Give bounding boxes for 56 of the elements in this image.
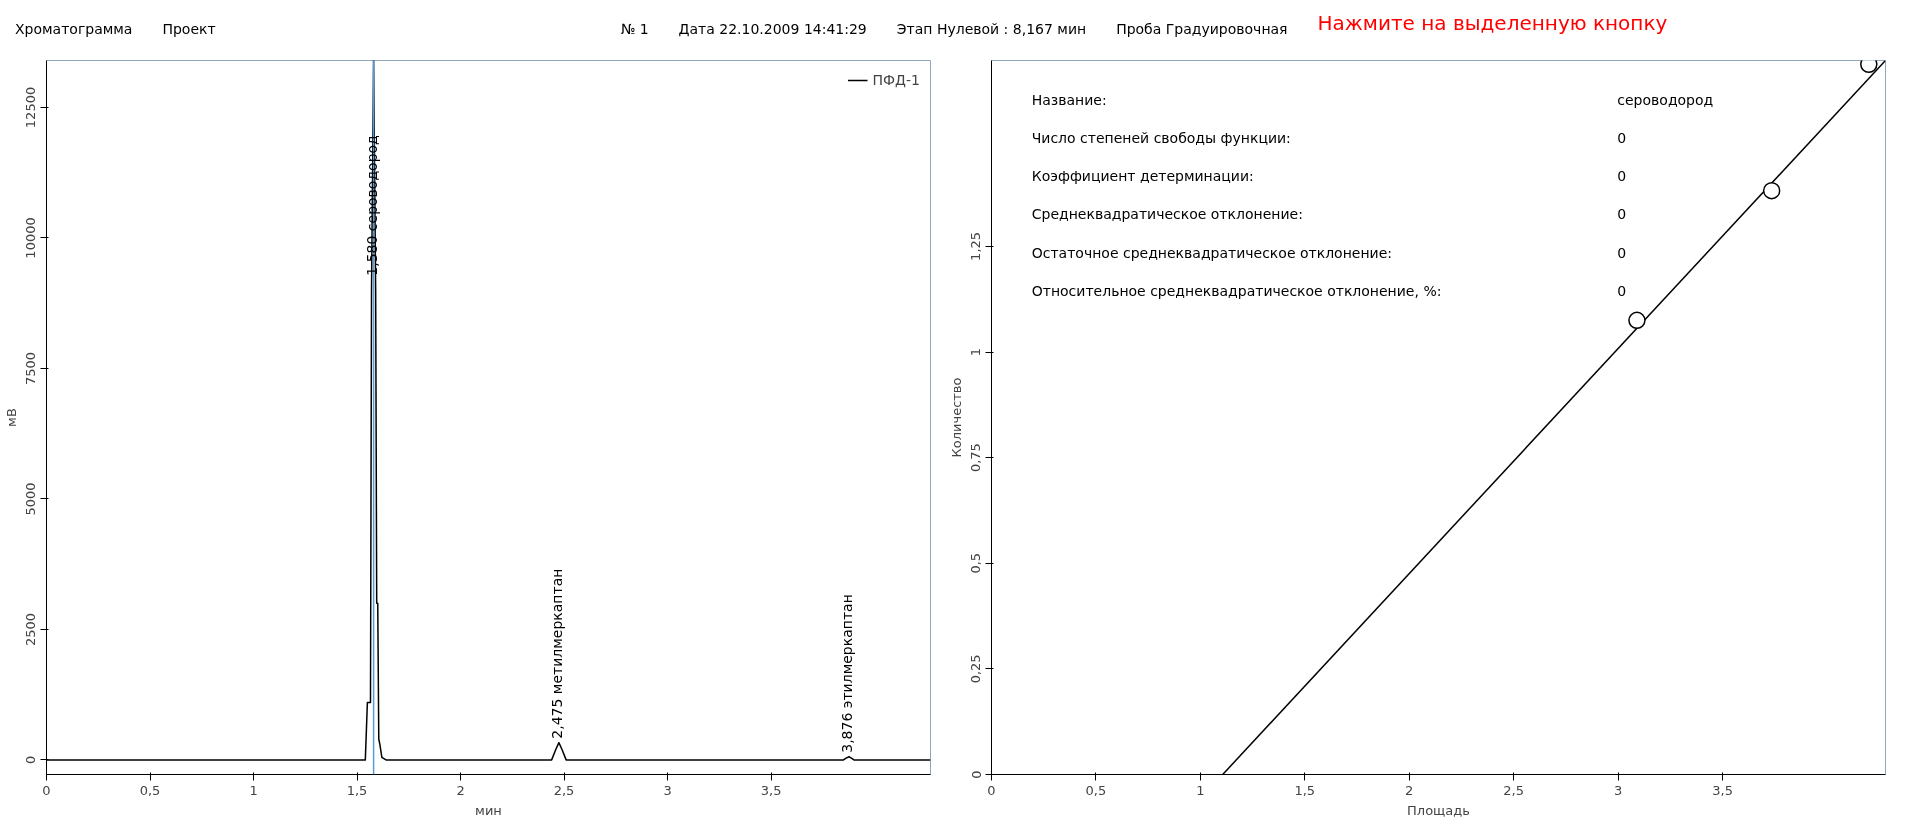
- y-axis-title: Количество: [948, 377, 964, 458]
- x-tick-label: 0: [987, 782, 996, 798]
- annotation: Остаточное среднеквадратическое отклонение:: [1031, 244, 1392, 261]
- text: № 1: [620, 20, 649, 39]
- annotation: 2,475 метилмеркаптан: [548, 568, 565, 739]
- y-axis-title: мВ: [3, 408, 19, 427]
- text: Дата 22.10.2009 14:41:29: [678, 20, 867, 39]
- x-tick-label: 0: [42, 782, 51, 798]
- annotation: 0: [1617, 282, 1627, 299]
- y-tick-label: 1,25: [968, 231, 984, 261]
- y-tick-label: 0: [968, 770, 984, 779]
- x-tick-label: 3,5: [760, 782, 782, 798]
- text: Проба Градуировочная: [1116, 20, 1288, 39]
- text: Проект: [162, 20, 216, 39]
- x-tick-label: 2: [456, 782, 465, 798]
- text: Хроматограмма: [15, 20, 133, 39]
- x-tick-label: 0,5: [139, 782, 161, 798]
- x-tick-label: 2,5: [553, 782, 575, 798]
- annotation: Коэффициент детерминации:: [1031, 168, 1254, 185]
- y-tick-label: 0,75: [968, 443, 984, 473]
- x-tick-label: 1: [1196, 782, 1205, 798]
- annotation: сероводород: [1617, 91, 1714, 108]
- x-tick-label: 0,5: [1085, 782, 1107, 798]
- y-tick-label: 10000: [23, 217, 39, 259]
- annotation: Относительное среднеквадратическое отклонение, %:: [1031, 282, 1442, 299]
- x-tick-label: 3,5: [1712, 782, 1733, 798]
- x-tick-label: 3: [663, 782, 672, 798]
- y-tick-label: 12500: [23, 86, 39, 129]
- annotation: 3,876 этилмеркаптан: [838, 594, 855, 753]
- x-tick-label: 1,5: [1294, 782, 1316, 798]
- y-tick-label: 0,5: [968, 552, 984, 574]
- x-tick-label: 1: [249, 782, 258, 798]
- annotation: 0: [1617, 206, 1627, 223]
- x-tick-label: 3: [1614, 782, 1623, 798]
- y-tick-label: 2500: [23, 612, 39, 646]
- text: Этап Нулевой : 8,167 мин: [896, 20, 1087, 39]
- annotation: Число степеней свободы функции:: [1031, 129, 1291, 146]
- legend-label: ПФД-1: [872, 72, 920, 88]
- y-tick-label: 5000: [23, 482, 39, 516]
- y-tick-label: 0,25: [968, 654, 984, 684]
- point: [1628, 311, 1646, 330]
- y-tick-label: 1: [968, 347, 984, 357]
- annotation: 0: [1617, 168, 1627, 185]
- annotation: Среднеквадратическое отклонение:: [1031, 206, 1303, 223]
- text: Нажмите на выделенную кнопку: [1317, 10, 1668, 37]
- annotation: Название:: [1031, 91, 1107, 108]
- x-axis-title: мин: [475, 802, 502, 818]
- y-tick-label: 7500: [23, 351, 39, 385]
- x-tick-label: 1,5: [346, 782, 368, 798]
- annotation: 0: [1617, 129, 1627, 146]
- point: [1762, 181, 1781, 200]
- x-tick-label: 2,5: [1503, 782, 1525, 798]
- x-tick-label: 2: [1405, 782, 1414, 798]
- y-tick-label: 0: [23, 755, 39, 765]
- x-axis-title: Площадь: [1407, 802, 1470, 818]
- annotation: 0: [1617, 244, 1627, 261]
